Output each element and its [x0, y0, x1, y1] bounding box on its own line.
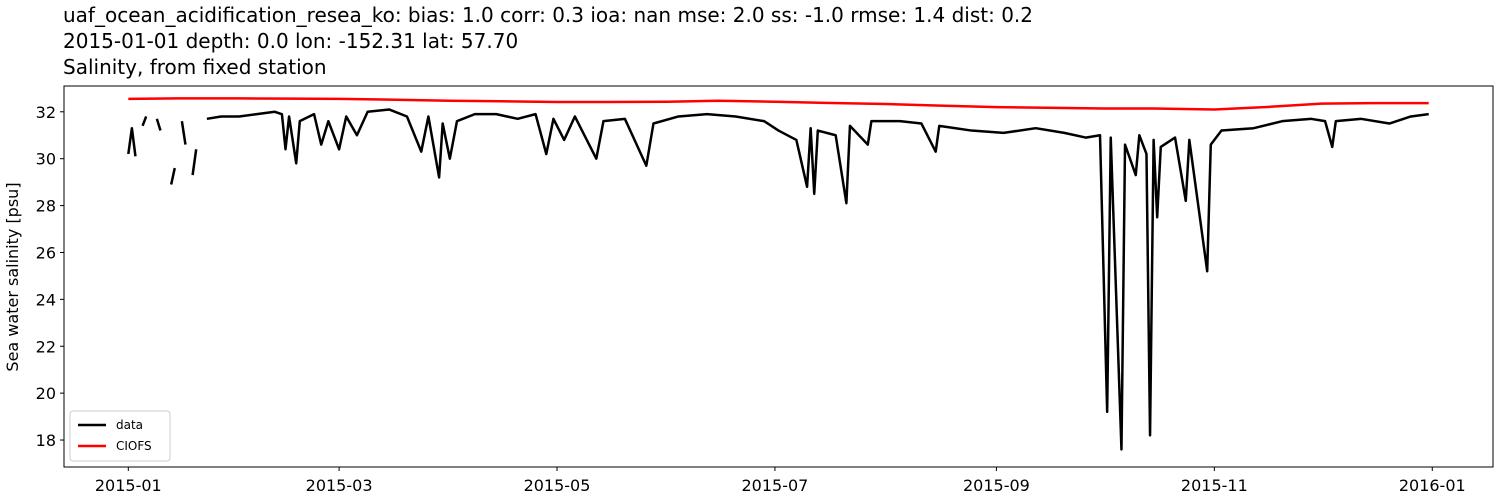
y-tick-label: 18: [36, 431, 56, 450]
y-tick-label: 24: [36, 290, 56, 309]
x-tick-label: 2015-05: [524, 476, 591, 495]
y-tick-label: 22: [36, 337, 56, 356]
y-tick-label: 26: [36, 243, 56, 262]
y-tick-label: 30: [36, 150, 56, 169]
series-line: [128, 97, 1429, 111]
legend-box: [69, 410, 171, 462]
y-axis-label: Sea water salinity [psu]: [3, 182, 22, 371]
y-tick-label: 20: [36, 384, 56, 403]
title-line: 2015-01-01 depth: 0.0 lon: -152.31 lat: …: [63, 29, 518, 53]
legend: data CIOFS: [69, 410, 171, 462]
y-tick-label: 32: [36, 103, 56, 122]
y-tick-label: 28: [36, 197, 56, 216]
x-tick-label: 2016-01: [1399, 476, 1466, 495]
legend-label: CIOFS: [116, 439, 152, 453]
x-tick-label: 2015-01: [95, 476, 162, 495]
x-tick-label: 2015-11: [1181, 476, 1248, 495]
title-line: Salinity, from fixed station: [63, 55, 327, 79]
title-line: uaf_ocean_acidification_resea_ko: bias: …: [63, 3, 1033, 27]
x-tick-label: 2015-09: [963, 476, 1030, 495]
plot-area: [63, 85, 1494, 468]
legend-label: data: [116, 418, 143, 432]
x-tick-label: 2015-03: [306, 476, 373, 495]
x-tick-label: 2015-07: [741, 476, 808, 495]
series-line: [127, 108, 1429, 451]
